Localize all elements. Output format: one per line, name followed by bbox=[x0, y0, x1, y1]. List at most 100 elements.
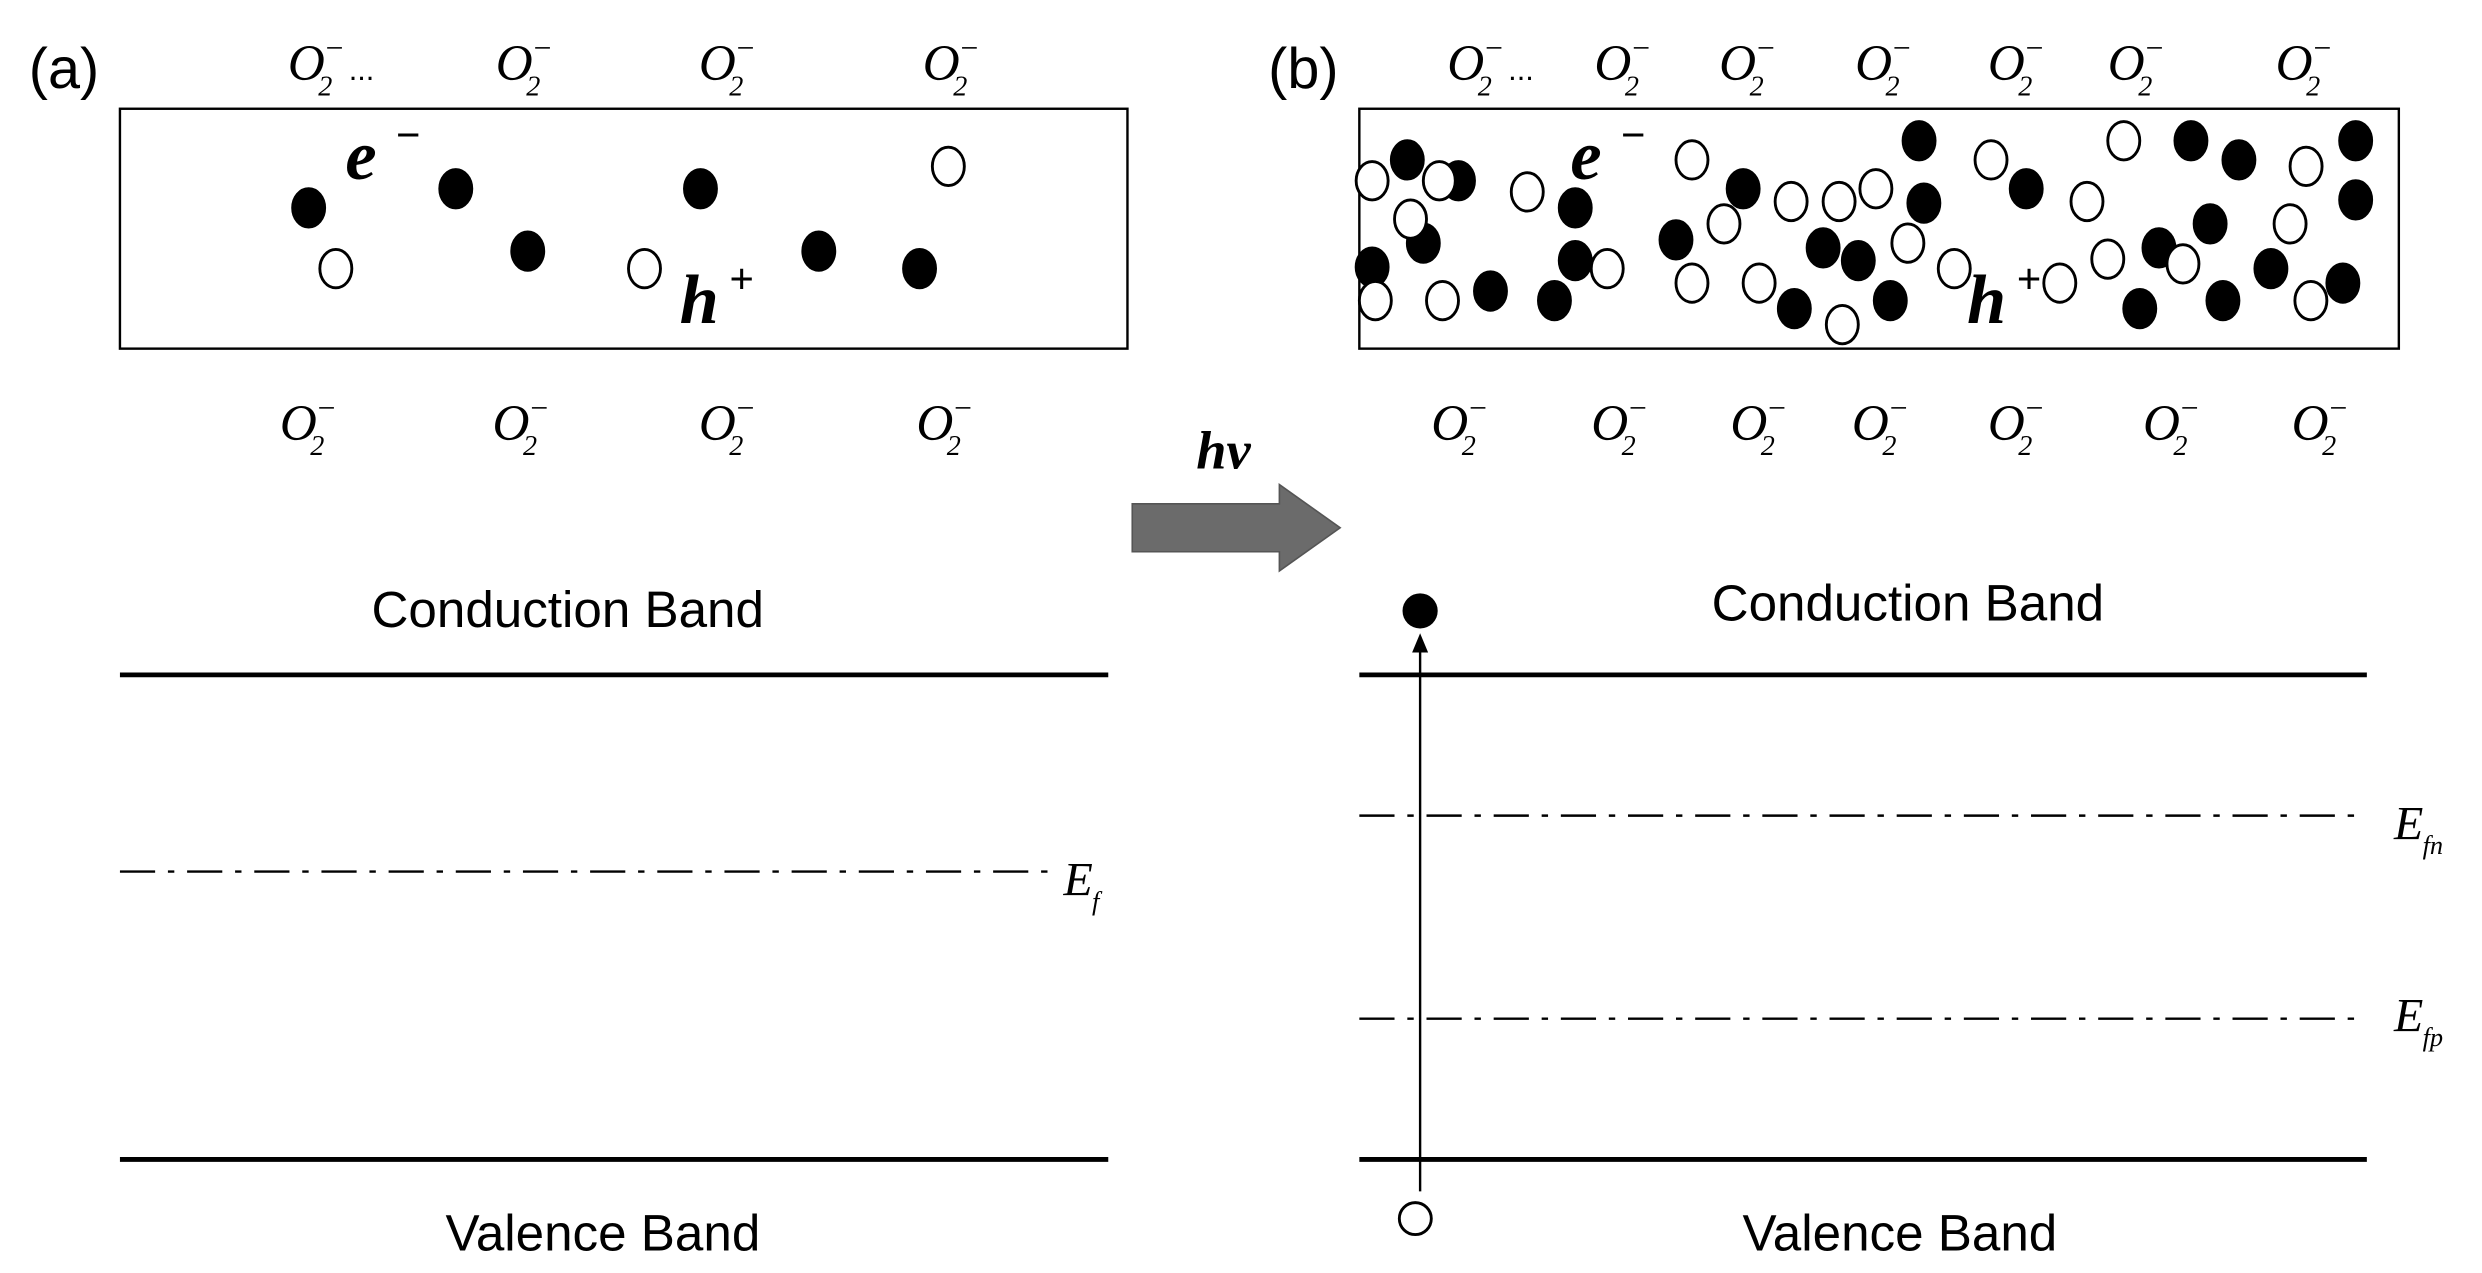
oxygen-ion: O bbox=[2108, 35, 2145, 92]
oxygen-ion: O bbox=[699, 395, 736, 452]
hole-label: h bbox=[680, 261, 719, 339]
oxygen-ion: O bbox=[2143, 395, 2180, 452]
electron bbox=[438, 168, 474, 210]
oxygen-ion: O bbox=[1719, 35, 1756, 92]
oxygen-ion-sub: 2 bbox=[2138, 71, 2152, 102]
oxygen-ion-sub: 2 bbox=[1750, 71, 1764, 102]
oxygen-ion-sub: 2 bbox=[2322, 431, 2336, 462]
electron bbox=[1872, 280, 1908, 322]
oxygen-ion-sub: 2 bbox=[2018, 71, 2032, 102]
electron bbox=[1389, 139, 1425, 181]
excited-electron bbox=[1402, 593, 1438, 629]
excitation-arrowhead bbox=[1412, 633, 1429, 653]
oxygen-ion: O bbox=[496, 35, 533, 92]
oxygen-ion-sub: 2 bbox=[953, 71, 967, 102]
oxygen-ion-sub: 2 bbox=[947, 431, 961, 462]
electron bbox=[2338, 179, 2374, 221]
electron-label-sup: − bbox=[1620, 112, 1646, 160]
fermi-label-sub: f bbox=[1092, 886, 1103, 916]
oxygen-ion-sub: 2 bbox=[729, 431, 743, 462]
electron bbox=[1557, 187, 1593, 229]
oxygen-ion: O bbox=[923, 35, 960, 92]
oxygen-ion-sup: − bbox=[1467, 390, 1488, 425]
hole-label-sup: + bbox=[729, 255, 754, 303]
electron bbox=[1725, 168, 1761, 210]
electron bbox=[683, 168, 718, 210]
electron bbox=[2205, 280, 2241, 322]
electron bbox=[2192, 203, 2228, 245]
oxygen-ion-trail: ... bbox=[349, 52, 375, 87]
hole bbox=[1425, 280, 1460, 322]
oxygen-ion-sup: − bbox=[2328, 390, 2349, 425]
hole bbox=[1824, 304, 1860, 346]
oxygen-ion-sub: 2 bbox=[1622, 431, 1636, 462]
oxygen-ion: O bbox=[493, 395, 530, 452]
hole bbox=[1421, 160, 1457, 202]
oxygen-ion: O bbox=[1591, 395, 1628, 452]
oxygen-ion: O bbox=[699, 35, 736, 92]
electron bbox=[2173, 120, 2209, 162]
oxygen-ion-sub: 2 bbox=[2173, 431, 2187, 462]
hole bbox=[1858, 168, 1894, 210]
oxygen-ion: O bbox=[1852, 395, 1889, 452]
oxygen-ion-sup: − bbox=[528, 390, 549, 425]
oxygen-ion: O bbox=[288, 35, 325, 92]
oxygen-ion-sup: − bbox=[2024, 30, 2045, 65]
electron bbox=[2008, 168, 2044, 210]
oxygen-ion: O bbox=[916, 395, 953, 452]
band-label: Valence Band bbox=[446, 1205, 761, 1262]
oxygen-ion: O bbox=[1594, 35, 1631, 92]
oxygen-ion-sub: 2 bbox=[310, 431, 324, 462]
sample-box bbox=[118, 107, 1129, 350]
oxygen-ion-sub: 2 bbox=[1478, 71, 1492, 102]
oxygen-ion-sup: − bbox=[735, 390, 756, 425]
oxygen-ion: O bbox=[2276, 35, 2313, 92]
oxygen-ion-sup: − bbox=[2024, 390, 2045, 425]
electron bbox=[902, 248, 937, 290]
oxygen-ion-sub: 2 bbox=[2306, 71, 2320, 102]
oxygen-ion-sub: 2 bbox=[318, 71, 332, 102]
hole bbox=[2272, 203, 2308, 245]
oxygen-ion-sup: − bbox=[952, 390, 973, 425]
oxygen-ion-sup: − bbox=[1888, 390, 1909, 425]
oxygen-ion-sup: − bbox=[316, 390, 337, 425]
oxygen-ion-sub: 2 bbox=[2018, 431, 2032, 462]
oxygen-ion-sub: 2 bbox=[1761, 431, 1775, 462]
hole-label: h bbox=[1967, 261, 2006, 339]
oxygen-ion: O bbox=[280, 395, 317, 452]
oxygen-ion-trail: ... bbox=[1508, 52, 1534, 87]
oxygen-ion-sup: − bbox=[1755, 30, 1776, 65]
hole bbox=[1357, 280, 1393, 322]
hole bbox=[2106, 120, 2142, 162]
oxygen-ion-sup: − bbox=[1891, 30, 1912, 65]
electron bbox=[801, 230, 837, 272]
oxygen-ion-sup: − bbox=[2312, 30, 2333, 65]
panel-label: (a) bbox=[29, 37, 99, 101]
oxygen-ion-sup: − bbox=[2179, 390, 2200, 425]
oxygen-ion: O bbox=[1431, 395, 1468, 452]
electron bbox=[2338, 120, 2374, 162]
oxygen-ion-sup: − bbox=[532, 30, 553, 65]
oxygen-ion: O bbox=[1988, 35, 2025, 92]
electron bbox=[1776, 288, 1812, 330]
hole bbox=[1393, 198, 1428, 240]
hole bbox=[1589, 248, 1625, 290]
electron bbox=[2122, 288, 2158, 330]
oxygen-ion: O bbox=[1988, 395, 2025, 452]
band-label: Valence Band bbox=[1742, 1205, 2057, 1262]
oxygen-ion-sub: 2 bbox=[1882, 431, 1896, 462]
electron bbox=[1906, 182, 1942, 224]
hole-label-sup: + bbox=[2016, 255, 2041, 303]
oxygen-ion-sup: − bbox=[1766, 390, 1787, 425]
panel-label: (b) bbox=[1268, 37, 1338, 101]
electron bbox=[1557, 240, 1593, 282]
hole bbox=[2165, 243, 2201, 285]
oxygen-ion-sub: 2 bbox=[523, 431, 537, 462]
fermi-label: E bbox=[1062, 854, 1092, 907]
hole bbox=[1354, 160, 1390, 202]
hole bbox=[2090, 238, 2126, 280]
oxygen-ion-sub: 2 bbox=[1462, 431, 1476, 462]
electron bbox=[2221, 139, 2257, 181]
electron bbox=[1901, 120, 1937, 162]
